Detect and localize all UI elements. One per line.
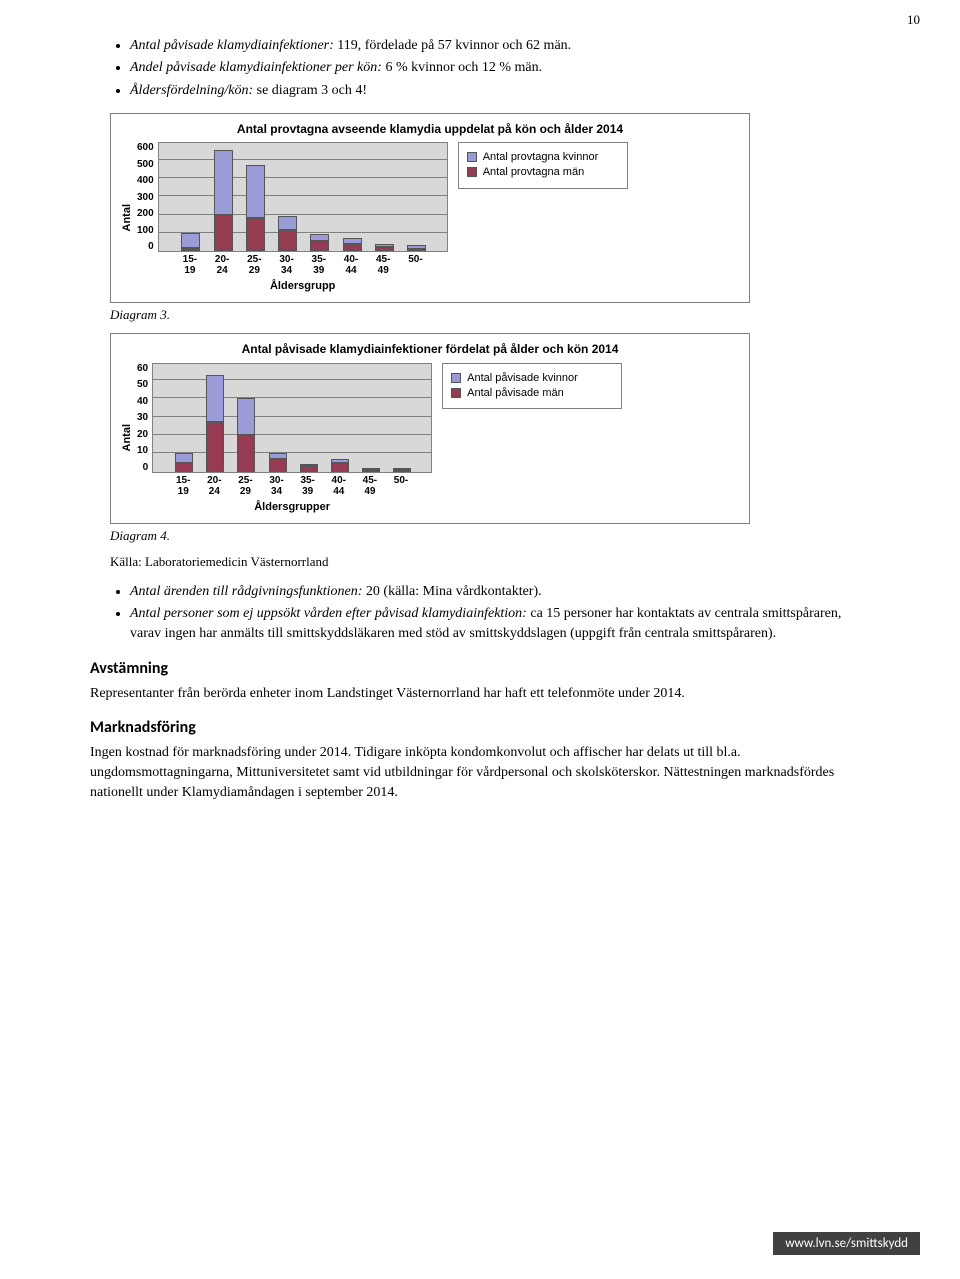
chart-1-ylabel: Antal <box>121 204 133 232</box>
y-tick-label: 50 <box>137 379 148 390</box>
chart-2-xlabel: Åldersgrupper <box>152 501 432 513</box>
y-tick-label: 0 <box>137 462 148 473</box>
section-marknadsforing-heading: Marknadsföring <box>90 718 870 737</box>
footer-url: www.lvn.se/smittskydd <box>773 1232 920 1255</box>
legend-item: Antal provtagna män <box>467 166 619 179</box>
y-tick-label: 500 <box>137 159 154 170</box>
section-avstamning-heading: Avstämning <box>90 659 870 678</box>
bullet-item: Andel påvisade klamydiainfektioner per k… <box>130 58 870 78</box>
chart-2-frame: Antal påvisade klamydiainfektioner förde… <box>110 333 750 523</box>
bar-group <box>407 245 426 251</box>
y-tick-label: 0 <box>137 241 154 252</box>
chart-2-caption: Diagram 4. <box>110 528 870 544</box>
section-marknadsforing-body: Ingen kostnad för marknadsföring under 2… <box>90 743 870 804</box>
bar-group <box>331 459 349 472</box>
bullet-item: Åldersfördelning/kön: se diagram 3 och 4… <box>130 81 870 101</box>
chart-1-title: Antal provtagna avseende klamydia uppdel… <box>121 122 739 136</box>
x-tick-label: 30-34 <box>261 475 292 497</box>
section-avstamning-body: Representanter från berörda enheter inom… <box>90 684 870 704</box>
x-tick-label: 40-44 <box>335 254 367 276</box>
bar-group <box>310 234 329 251</box>
x-tick-label: 45-49 <box>367 254 399 276</box>
x-tick-label: 25-29 <box>230 475 261 497</box>
legend-item: Antal provtagna kvinnor <box>467 151 619 164</box>
x-tick-label: 50- <box>399 254 431 276</box>
x-tick-label: 20-24 <box>206 254 238 276</box>
source-line: Källa: Laboratoriemedicin Västernorrland <box>110 554 870 570</box>
intro-bullet-list: Antal påvisade klamydiainfektioner: 119,… <box>130 36 870 101</box>
bullet-item: Antal ärenden till rådgivningsfunktionen… <box>130 582 870 602</box>
chart-2-title: Antal påvisade klamydiainfektioner förde… <box>121 342 739 356</box>
y-tick-label: 10 <box>137 445 148 456</box>
legend-item: Antal påvisade kvinnor <box>451 372 613 385</box>
y-tick-label: 20 <box>137 429 148 440</box>
bar-group <box>246 165 265 251</box>
chart-2-ylabel: Antal <box>121 424 133 452</box>
x-tick-label: 50- <box>385 475 416 497</box>
chart-1-caption: Diagram 3. <box>110 307 870 323</box>
y-tick-label: 400 <box>137 175 154 186</box>
legend-item: Antal påvisade män <box>451 387 613 400</box>
y-tick-label: 60 <box>137 363 148 374</box>
y-tick-label: 30 <box>137 412 148 423</box>
chart-1-legend: Antal provtagna kvinnor Antal provtagna m… <box>458 142 628 188</box>
bar-group <box>375 244 394 252</box>
x-tick-label: 15-19 <box>174 254 206 276</box>
bar-group <box>206 375 224 472</box>
y-tick-label: 40 <box>137 396 148 407</box>
chart-1-yticks: 600 500 400 300 200 100 0 <box>137 142 158 252</box>
y-tick-label: 200 <box>137 208 154 219</box>
x-tick-label: 25-29 <box>238 254 270 276</box>
y-tick-label: 600 <box>137 142 154 153</box>
y-tick-label: 300 <box>137 192 154 203</box>
chart-1-xticks: 15-1920-2425-2930-3435-3940-4445-4950- <box>158 254 448 276</box>
x-tick-label: 35-39 <box>292 475 323 497</box>
x-tick-label: 15-19 <box>168 475 199 497</box>
page-number: 10 <box>907 12 920 28</box>
chart-2-plot <box>152 363 432 473</box>
bar-group <box>300 464 318 471</box>
x-tick-label: 35-39 <box>303 254 335 276</box>
y-tick-label: 100 <box>137 225 154 236</box>
x-tick-label: 45-49 <box>354 475 385 497</box>
bullet-item: Antal påvisade klamydiainfektioner: 119,… <box>130 36 870 56</box>
bar-group <box>237 398 255 471</box>
bar-group <box>269 453 287 471</box>
chart-2-legend: Antal påvisade kvinnor Antal påvisade män <box>442 363 622 409</box>
bullet-item: Antal personer som ej uppsökt vården eft… <box>130 604 870 645</box>
bar-group <box>214 150 233 251</box>
chart-1-xlabel: Åldersgrupp <box>158 280 448 292</box>
bar-group <box>278 216 297 252</box>
mid-bullet-list: Antal ärenden till rådgivningsfunktionen… <box>130 582 870 645</box>
chart-1-plot <box>158 142 448 252</box>
chart-2-xticks: 15-1920-2425-2930-3435-3940-4445-4950- <box>152 475 432 497</box>
bar-group <box>343 238 362 252</box>
bar-group <box>175 453 193 471</box>
x-tick-label: 30-34 <box>270 254 302 276</box>
chart-1-frame: Antal provtagna avseende klamydia uppdel… <box>110 113 750 303</box>
bar-group <box>181 233 200 251</box>
x-tick-label: 20-24 <box>199 475 230 497</box>
chart-2-yticks: 60 50 40 30 20 10 0 <box>137 363 152 473</box>
x-tick-label: 40-44 <box>323 475 354 497</box>
